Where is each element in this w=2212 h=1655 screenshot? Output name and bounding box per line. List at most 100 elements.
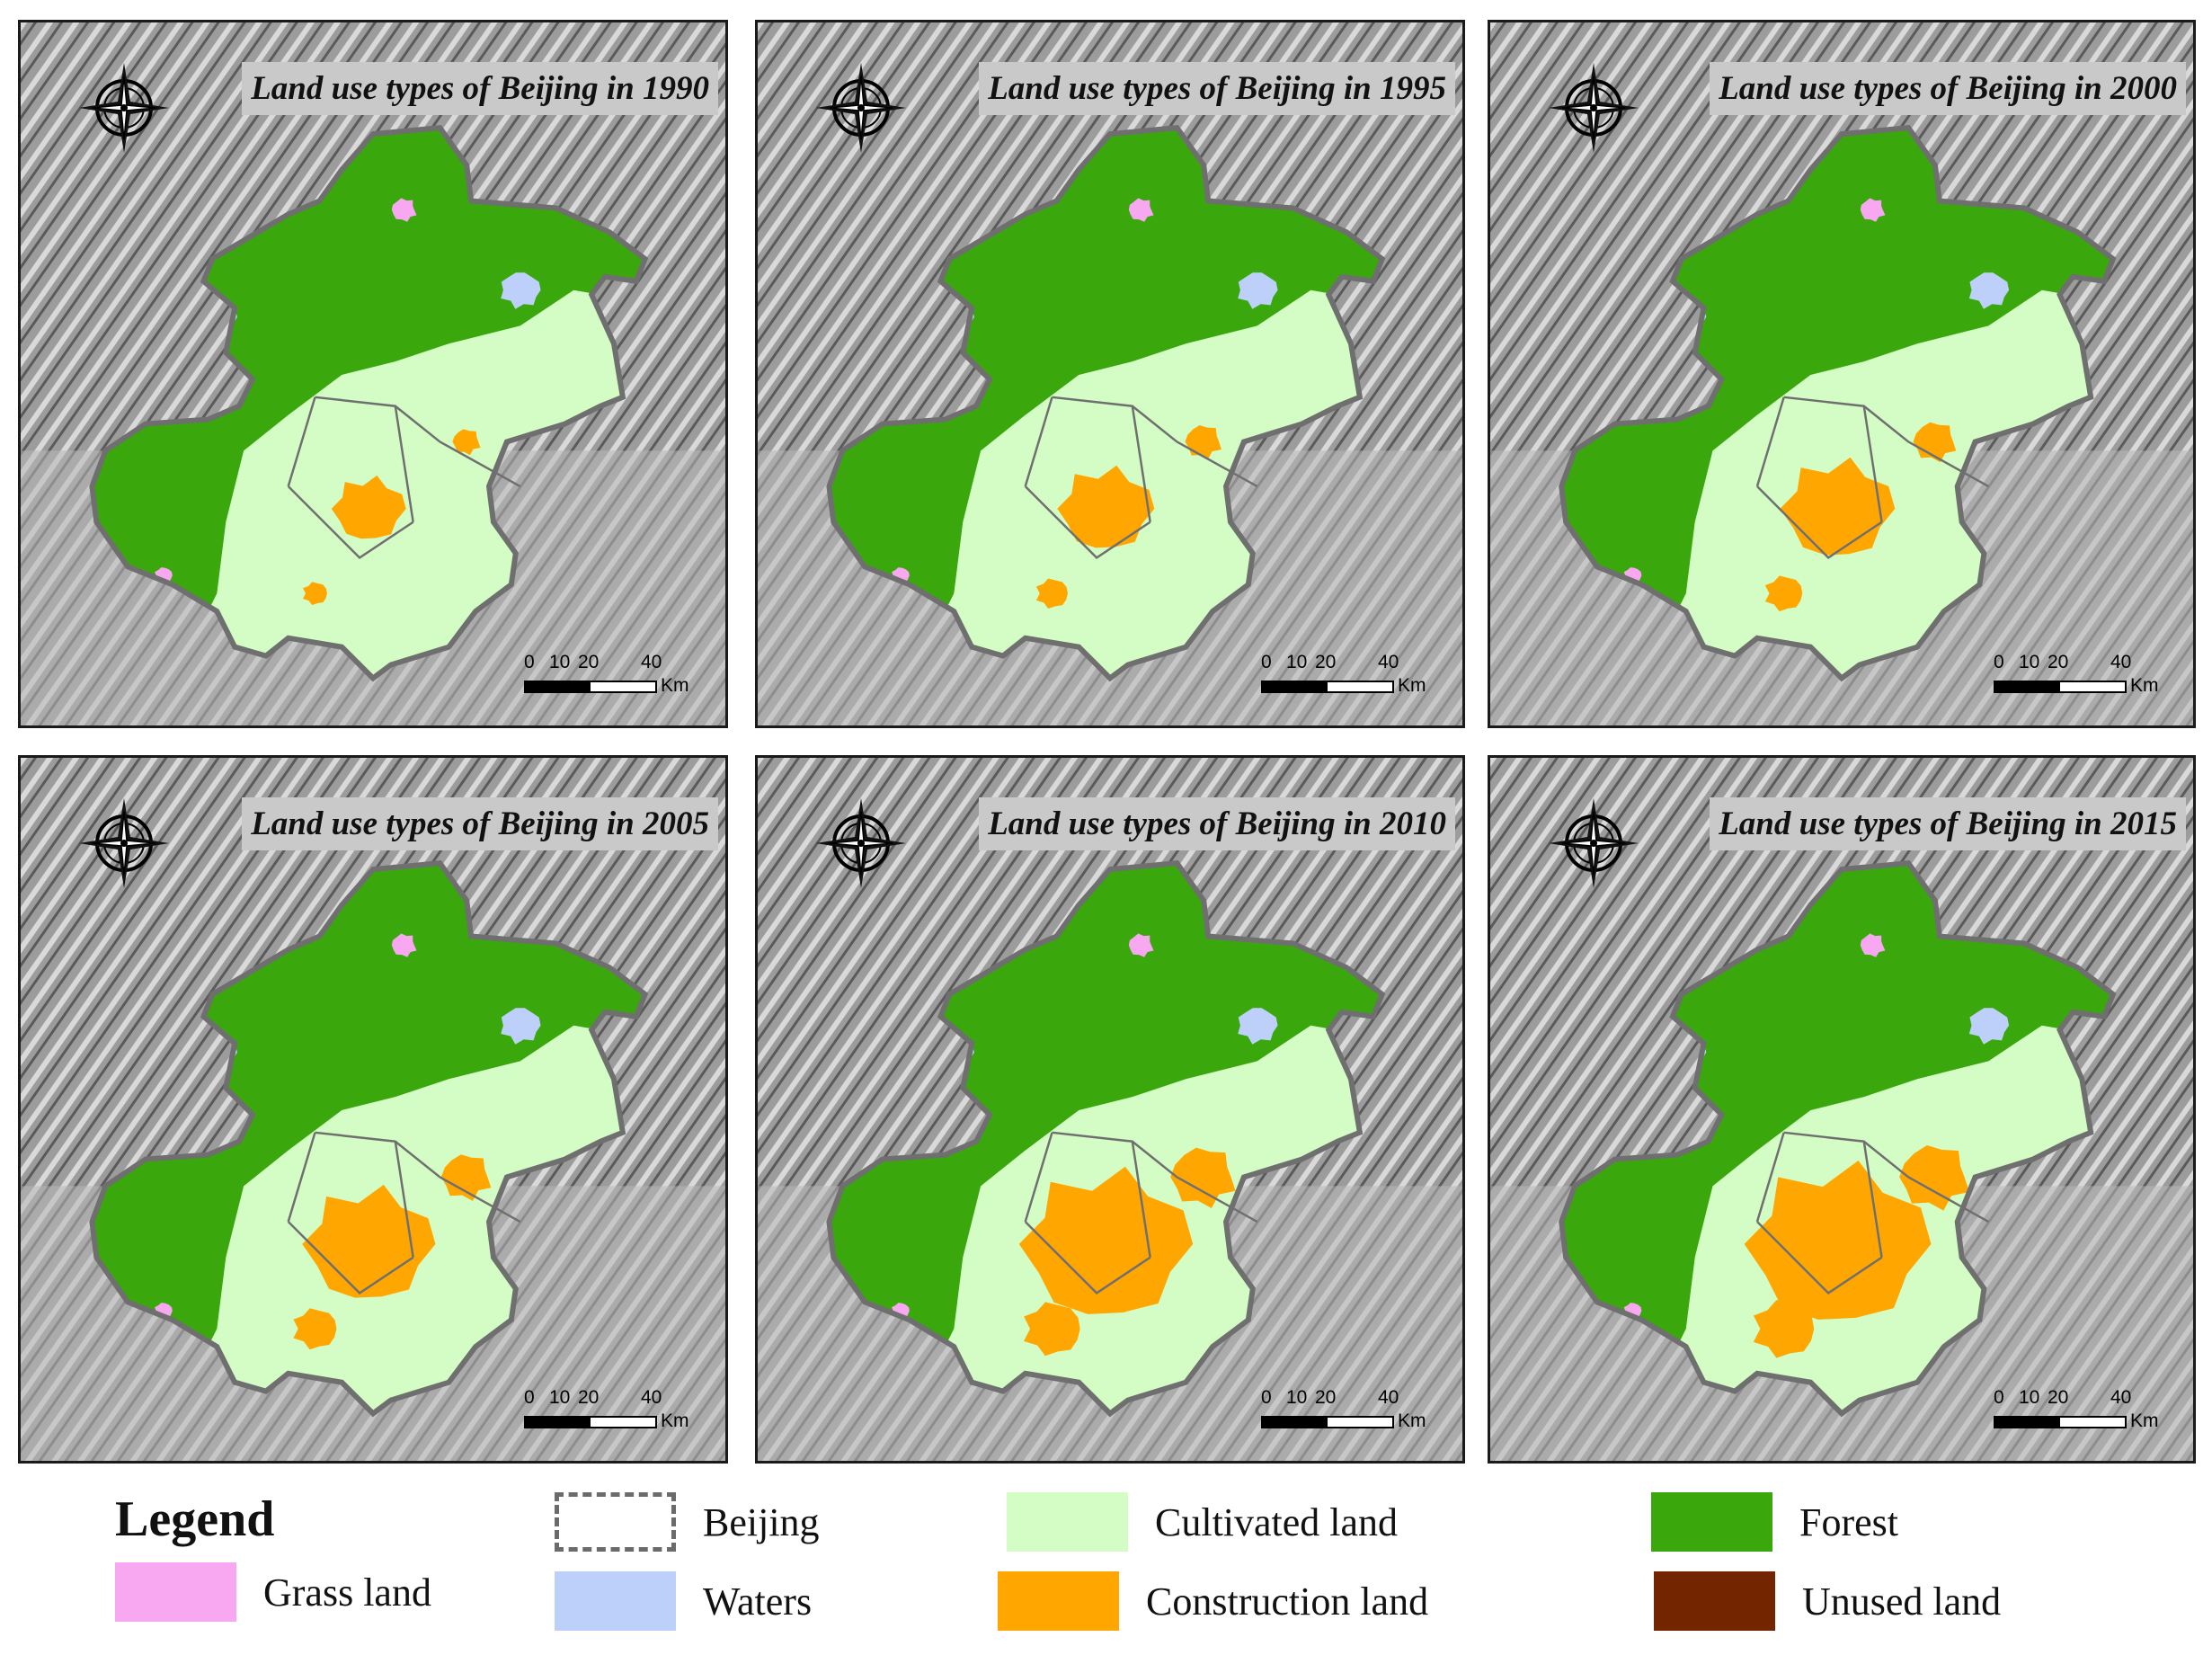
legend-label: Unused land [1802, 1579, 2002, 1624]
scale-tick-label: 40 [1378, 652, 1399, 672]
scale-bar: 0 10 20 40 Km [1261, 1387, 1459, 1450]
land-use-map [21, 22, 725, 725]
scale-tick-label: 10 [549, 652, 571, 672]
map-panel: Land use types of Beijing in 1995 0 10 20 40… [755, 20, 1465, 728]
legend-swatch-construction-land [998, 1571, 1119, 1631]
grass-land-area [1128, 198, 1154, 222]
legend-swatch-forest [1651, 1492, 1772, 1552]
scale-tick-label: 40 [1378, 1387, 1399, 1408]
grass-land-area [1860, 198, 1886, 222]
construction-land-area [1024, 1302, 1080, 1357]
beijing-boundary [826, 859, 1386, 1418]
construction-land-area [1753, 1299, 1815, 1358]
scale-tick-label: 40 [641, 1387, 662, 1408]
construction-land-area [452, 429, 481, 456]
legend-label: Forest [1799, 1499, 1898, 1544]
legend-label: Cultivated land [1155, 1499, 1399, 1544]
scale-tick-label: 10 [2019, 1387, 2040, 1408]
waters-area [1238, 272, 1278, 309]
scale-tick-label: 40 [641, 652, 662, 672]
scale-tick-label: 10 [1286, 652, 1308, 672]
construction-land-area [1170, 1147, 1236, 1208]
beijing-boundary [1559, 859, 2117, 1418]
north-arrow-compass-icon [1544, 794, 1643, 893]
legend-swatch-waters [555, 1571, 676, 1631]
map-panel: Land use types of Beijing in 2010 0 10 20 40… [755, 755, 1465, 1464]
construction-land-area [1913, 422, 1957, 463]
waters-area [1238, 1008, 1278, 1045]
scale-tick-label: 0 [1261, 1387, 1272, 1408]
scale-tick-label: 20 [1315, 1387, 1337, 1408]
construction-land-area [1764, 575, 1803, 612]
beijing-boundary [1559, 124, 2117, 682]
legend-label: Waters [703, 1579, 813, 1624]
beijing-boundary [89, 859, 649, 1418]
legend-item-grass-land: Grass land [115, 1562, 431, 1622]
map-title: Land use types of Beijing in 1990 [242, 62, 718, 115]
scale-bar: 0 10 20 40 Km [1994, 1387, 2191, 1450]
waters-area [501, 1008, 541, 1045]
legend-item-unused-land: Unused land [1654, 1571, 2001, 1631]
legend-item-beijing: Beijing [555, 1492, 820, 1552]
scale-tick-label: 40 [2110, 652, 2132, 672]
scale-unit: Km [2130, 1410, 2159, 1431]
scale-tick-label: 40 [2110, 1387, 2132, 1408]
district-boundaries [1755, 396, 1989, 560]
scale-unit: Km [2130, 675, 2159, 696]
grass-land-area [1860, 933, 1886, 957]
construction-land-area [1780, 457, 1896, 556]
map-title: Land use types of Beijing in 2010 [979, 797, 1455, 850]
land-use-map [1490, 22, 2193, 725]
legend-swatch-cultivated-land [1007, 1492, 1128, 1552]
scale-unit: Km [661, 675, 689, 696]
map-panel: Land use types of Beijing in 2000 0 10 20 40… [1488, 20, 2196, 728]
waters-area [1968, 1008, 2010, 1045]
map-panel: Land use types of Beijing in 2015 0 10 20 40… [1488, 755, 2196, 1464]
legend-item-waters: Waters [555, 1571, 812, 1631]
land-use-map [21, 758, 725, 1461]
district-boundaries [287, 396, 521, 560]
grass-land-area [391, 198, 417, 222]
scale-bar: 0 10 20 40 Km [524, 1387, 722, 1450]
map-title: Land use types of Beijing in 2015 [1710, 797, 2186, 850]
scale-bar: 0 10 20 40 Km [1994, 652, 2191, 715]
construction-land-area [1744, 1161, 1932, 1320]
waters-area [501, 272, 541, 309]
beijing-boundary [89, 124, 649, 682]
scale-tick-label: 20 [2048, 652, 2069, 672]
district-boundaries [1024, 396, 1258, 560]
construction-land-area [1057, 465, 1155, 548]
north-arrow-compass-icon [812, 794, 911, 893]
grass-land-area [1128, 933, 1154, 957]
waters-area [1968, 272, 2010, 309]
legend-item-construction-land: Construction land [998, 1571, 1428, 1631]
construction-land-area [302, 582, 327, 606]
scale-tick-label: 0 [1994, 652, 2004, 672]
scale-tick-label: 20 [2048, 1387, 2069, 1408]
scale-tick-label: 10 [1286, 1387, 1308, 1408]
district-boundaries [1024, 1131, 1258, 1295]
land-use-map [758, 758, 1462, 1461]
construction-land-area [1018, 1166, 1194, 1314]
north-arrow-compass-icon [1544, 58, 1643, 157]
legend-item-forest: Forest [1651, 1492, 1898, 1552]
north-arrow-compass-icon [75, 58, 173, 157]
legend-swatch-beijing [555, 1492, 676, 1552]
map-panel: Land use types of Beijing in 2005 0 10 20 40… [18, 755, 728, 1464]
land-use-map [758, 22, 1462, 725]
district-boundaries [1755, 1131, 1989, 1295]
scale-tick-label: 20 [578, 652, 600, 672]
construction-land-area [1899, 1144, 1969, 1211]
grass-land-area [391, 933, 417, 957]
scale-unit: Km [661, 1410, 689, 1431]
legend-title: Legend [115, 1491, 275, 1547]
north-arrow-compass-icon [812, 58, 911, 157]
scale-tick-label: 10 [549, 1387, 571, 1408]
legend-label: Grass land [263, 1570, 431, 1615]
construction-land-area [331, 475, 406, 539]
scale-tick-label: 0 [524, 652, 535, 672]
scale-unit: Km [1398, 675, 1426, 696]
legend-swatch-unused-land [1654, 1571, 1775, 1631]
north-arrow-compass-icon [75, 794, 173, 893]
scale-tick-label: 10 [2019, 652, 2040, 672]
